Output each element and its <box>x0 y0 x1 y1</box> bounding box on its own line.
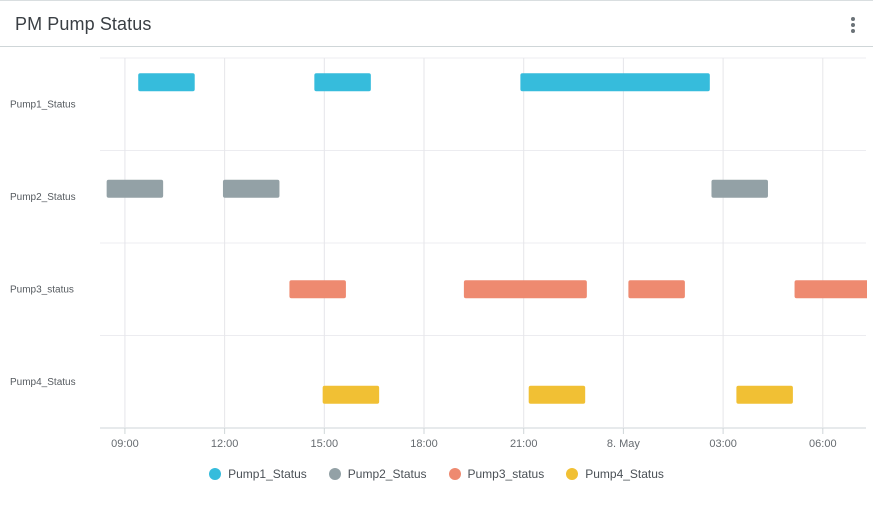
page-title: PM Pump Status <box>15 14 152 34</box>
legend-dot-icon <box>448 468 461 480</box>
y-category-label: Pump3_status <box>10 284 74 295</box>
gantt-bar-pump2_status[interactable] <box>222 179 280 198</box>
y-category-label: Pump4_Status <box>10 377 76 388</box>
x-tick-label: 12:00 <box>211 438 239 450</box>
gantt-bar-pump2_status[interactable] <box>106 179 164 198</box>
gantt-bar-pump3_status[interactable] <box>628 280 685 299</box>
x-tick-label: 09:00 <box>111 438 139 450</box>
gantt-bar-pump2_status[interactable] <box>711 179 768 198</box>
legend-label: Pump2_Status <box>347 467 427 481</box>
gantt-bar-pump3_status[interactable] <box>794 280 873 299</box>
legend-label: Pump3_status <box>467 467 545 481</box>
card-header: PM Pump Status <box>0 1 873 47</box>
legend-label: Pump1_Status <box>228 467 307 481</box>
legend-item-pump1_status[interactable]: Pump1_Status <box>209 467 307 481</box>
gantt-bar-pump4_status[interactable] <box>528 385 586 404</box>
y-category-label: Pump1_Status <box>10 99 76 110</box>
gantt-bar-pump3_status[interactable] <box>289 280 346 299</box>
vertical-ellipsis-icon[interactable] <box>846 15 860 35</box>
gantt-bar-pump3_status[interactable] <box>463 280 587 299</box>
gantt-bar-pump4_status[interactable] <box>736 385 793 404</box>
legend-item-pump3_status[interactable]: Pump3_status <box>448 467 545 481</box>
x-tick-label: 8. May <box>607 438 641 450</box>
legend-dot-icon <box>209 468 222 480</box>
legend-label: Pump4_Status <box>585 467 664 481</box>
x-tick-label: 06:00 <box>809 438 837 450</box>
legend-dot-icon <box>566 468 579 480</box>
gantt-bar-pump1_status[interactable] <box>314 73 371 92</box>
x-tick-label: 18:00 <box>410 438 438 450</box>
gantt-bar-pump4_status[interactable] <box>322 385 380 404</box>
legend-dot-icon <box>328 468 341 480</box>
x-tick-label: 03:00 <box>709 438 737 450</box>
y-category-label: Pump2_Status <box>10 192 76 203</box>
gantt-bar-pump1_status[interactable] <box>520 73 710 92</box>
chart-legend: Pump1_Status Pump2_Status Pump3_status Pump… <box>0 467 873 485</box>
x-tick-label: 21:00 <box>510 438 538 450</box>
gantt-bar-pump1_status[interactable] <box>138 73 195 92</box>
legend-item-pump2_status[interactable]: Pump2_Status <box>328 467 427 481</box>
gantt-chart: 09:00 12:00 15:00 18:00 21:00 8. May 03:00 06:0… <box>10 57 873 450</box>
legend-item-pump4_status[interactable]: Pump4_Status <box>566 467 664 481</box>
x-tick-label: 15:00 <box>311 438 339 450</box>
